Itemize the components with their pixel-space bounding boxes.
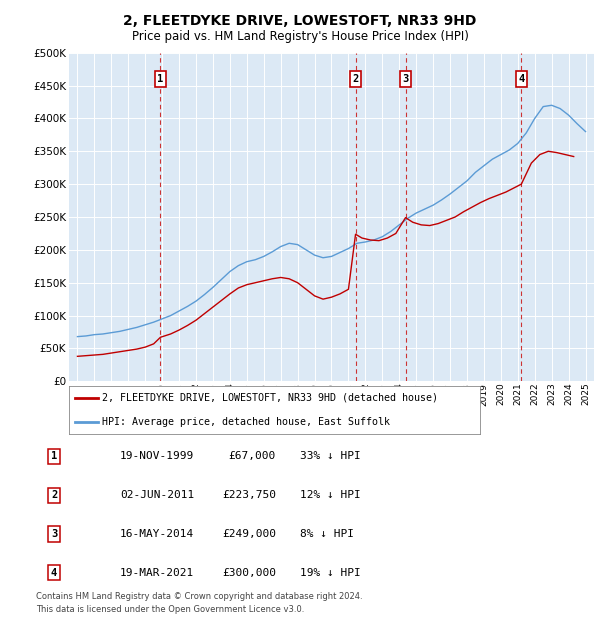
- Text: HPI: Average price, detached house, East Suffolk: HPI: Average price, detached house, East…: [102, 417, 390, 427]
- Text: £67,000: £67,000: [229, 451, 276, 461]
- Text: 2: 2: [51, 490, 57, 500]
- Text: 19% ↓ HPI: 19% ↓ HPI: [300, 568, 361, 578]
- Text: £300,000: £300,000: [222, 568, 276, 578]
- Text: 2, FLEETDYKE DRIVE, LOWESTOFT, NR33 9HD: 2, FLEETDYKE DRIVE, LOWESTOFT, NR33 9HD: [124, 14, 476, 28]
- Text: £249,000: £249,000: [222, 529, 276, 539]
- Text: Contains HM Land Registry data © Crown copyright and database right 2024.: Contains HM Land Registry data © Crown c…: [36, 592, 362, 601]
- Text: 8% ↓ HPI: 8% ↓ HPI: [300, 529, 354, 539]
- Text: 33% ↓ HPI: 33% ↓ HPI: [300, 451, 361, 461]
- Text: 4: 4: [51, 568, 57, 578]
- Text: 3: 3: [51, 529, 57, 539]
- Text: 1: 1: [51, 451, 57, 461]
- Text: 16-MAY-2014: 16-MAY-2014: [120, 529, 194, 539]
- Text: £223,750: £223,750: [222, 490, 276, 500]
- Text: 2, FLEETDYKE DRIVE, LOWESTOFT, NR33 9HD (detached house): 2, FLEETDYKE DRIVE, LOWESTOFT, NR33 9HD …: [102, 392, 438, 403]
- Text: 19-NOV-1999: 19-NOV-1999: [120, 451, 194, 461]
- Text: 2: 2: [352, 74, 359, 84]
- Text: 02-JUN-2011: 02-JUN-2011: [120, 490, 194, 500]
- Text: 3: 3: [403, 74, 409, 84]
- Text: 19-MAR-2021: 19-MAR-2021: [120, 568, 194, 578]
- Text: Price paid vs. HM Land Registry's House Price Index (HPI): Price paid vs. HM Land Registry's House …: [131, 30, 469, 43]
- Text: This data is licensed under the Open Government Licence v3.0.: This data is licensed under the Open Gov…: [36, 604, 304, 614]
- Text: 12% ↓ HPI: 12% ↓ HPI: [300, 490, 361, 500]
- Text: 1: 1: [157, 74, 164, 84]
- Text: 4: 4: [518, 74, 524, 84]
